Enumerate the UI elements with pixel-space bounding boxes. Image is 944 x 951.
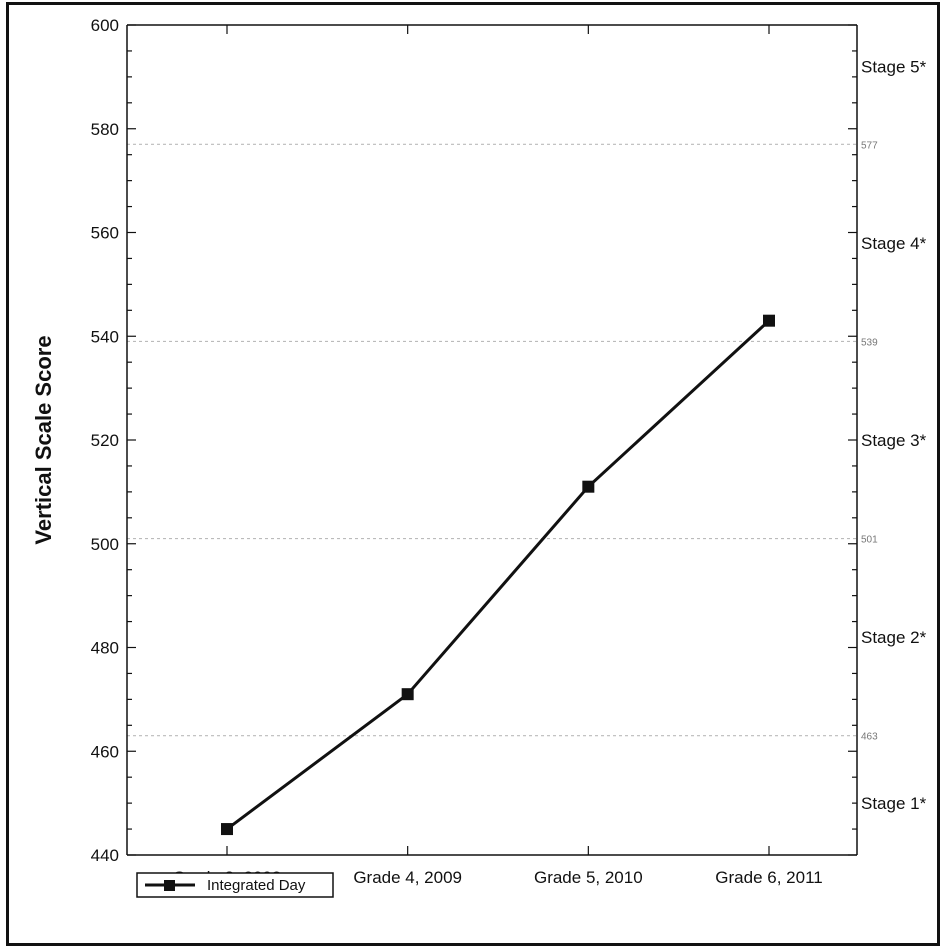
y-tick-label: 540 bbox=[91, 327, 119, 346]
x-tick-label: Grade 5, 2010 bbox=[534, 868, 643, 887]
data-point-marker bbox=[401, 688, 414, 701]
x-tick-label: Grade 4, 2009 bbox=[353, 868, 462, 887]
cut-score-lines: 463 501 539 577 bbox=[127, 140, 878, 743]
y-tick-label: 600 bbox=[91, 16, 119, 35]
y-axis-label: Vertical Scale Score bbox=[31, 335, 56, 544]
legend-label: Integrated Day bbox=[207, 877, 306, 894]
y-tick-label: 560 bbox=[91, 224, 119, 243]
stage-label: Stage 5* bbox=[861, 58, 927, 77]
cut-score-label: 463 bbox=[861, 732, 878, 743]
stage-label: Stage 1* bbox=[861, 794, 927, 813]
data-point-marker bbox=[582, 480, 595, 493]
chart-frame: 463 501 539 577 440 460 480 500 520 540 560 580 600… bbox=[6, 2, 940, 946]
y-tick-label: 460 bbox=[91, 742, 119, 761]
cut-score-label: 501 bbox=[861, 535, 878, 546]
series-lines bbox=[221, 314, 775, 836]
y-tick-label: 440 bbox=[91, 846, 119, 865]
series-line bbox=[226, 319, 771, 831]
data-point-marker bbox=[221, 823, 233, 836]
y-tick-label: 580 bbox=[91, 120, 119, 139]
legend-swatch-marker bbox=[164, 880, 175, 891]
stage-label: Stage 2* bbox=[861, 628, 927, 647]
cut-score-label: 577 bbox=[861, 140, 878, 151]
y-tick-label: 480 bbox=[91, 639, 119, 658]
x-tick-label: Grade 6, 2011 bbox=[715, 868, 822, 887]
cut-score-label: 539 bbox=[861, 337, 878, 348]
line-chart: 463 501 539 577 440 460 480 500 520 540 560 580 600… bbox=[31, 16, 927, 898]
data-point-marker bbox=[763, 314, 775, 327]
stage-label: Stage 4* bbox=[861, 234, 927, 253]
y-tick-label: 500 bbox=[91, 535, 119, 554]
stage-label: Stage 3* bbox=[861, 431, 927, 450]
legend: Integrated Day bbox=[136, 872, 334, 898]
stage-axis: Stage 1* Stage 2* Stage 3* Stage 4* Stage 5* bbox=[848, 24, 927, 856]
y-axis: 440 460 480 500 520 540 560 580 600 bbox=[91, 16, 136, 865]
y-tick-label: 520 bbox=[91, 431, 119, 450]
